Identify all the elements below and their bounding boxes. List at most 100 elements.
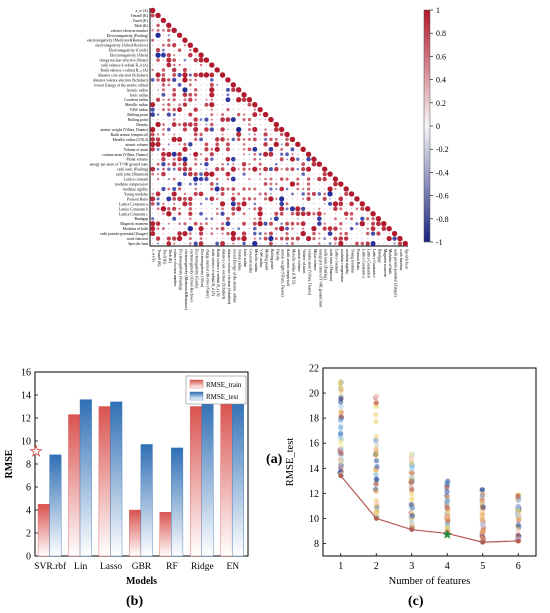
heatmap-cell [259,143,261,145]
heatmap-cell [317,221,322,226]
heatmap-cell [354,196,360,202]
heatmap-cell [178,89,181,91]
heatmap-cell [220,241,225,246]
heatmap-cell [189,242,192,245]
heatmap-cell [339,227,342,230]
heatmap-cell [306,192,311,196]
heatmap-cell [173,84,175,86]
heatmap-cell [167,143,170,146]
heatmap-cell [150,102,156,108]
heatmap-cell [238,94,240,96]
heatmap-cell [152,59,154,61]
heatmap-cell [215,212,219,216]
heatmap-cell [388,242,390,245]
heatmap-cell [193,191,198,196]
heatmap-cell [157,109,159,111]
heatmap-cell [248,173,251,175]
heatmap-cell [188,196,193,202]
heatmap-col-label: Tenan0 (K) [157,249,161,267]
heatmap-cell [211,242,213,245]
heatmap-cell [200,94,202,96]
heatmap-cell [248,163,251,166]
heatmap-cell [168,49,170,51]
heatmap-cell [157,213,159,215]
heatmap-cell [296,217,299,220]
heatmap-cell [184,118,186,121]
heatmap-cell [166,196,172,202]
heatmap-cell [162,167,165,171]
heatmap-cell [316,161,322,167]
heatmap-cell [313,183,315,185]
heatmap-cell [188,211,193,216]
heatmap-cell [200,84,202,86]
y-tick-label: 10 [21,437,31,448]
heatmap-cell [356,218,358,220]
heatmap-cell [195,148,197,150]
heatmap-cell [199,163,203,166]
heatmap-cell [182,172,187,177]
heatmap-cell [157,128,159,131]
heatmap-cell [386,235,392,242]
heatmap-cell [161,68,166,72]
heatmap-cell [275,203,277,205]
heatmap-col-label: atomic weight (Villars, Daams) [280,249,285,297]
heatmap-row-label: Electronegativity (Allen) [110,54,149,58]
heatmap-cell [184,84,186,86]
heatmap-cell [393,242,396,245]
heatmap-cell [203,171,210,177]
heatmap-cell [221,143,224,145]
heatmap-cell [345,223,347,225]
heatmap-row-label: Modulus of bulk [123,227,148,231]
heatmap-cell [329,213,331,215]
heatmap-cell [211,133,213,136]
heatmap-cell [264,203,267,205]
heatmap-cell [230,156,236,162]
heatmap-cell [361,228,363,230]
heatmap-cell [242,221,246,226]
heatmap-cell [313,203,315,205]
scatter-point [338,379,344,385]
x-tick-label: 6 [516,561,521,572]
x-tick-label: Lasso [100,562,122,572]
heatmap-cell [302,237,304,240]
heatmap-cell [281,138,283,140]
heatmap-cell [205,153,208,155]
scatter-point [515,532,521,538]
heatmap-cell [189,128,191,131]
heatmap-cell [178,178,181,180]
heatmap-cell [327,226,333,232]
heatmap-cell [238,183,240,185]
heatmap-cell [204,127,209,132]
scatter-point [338,463,344,470]
heatmap-cell [274,162,278,166]
heatmap-cell [210,113,214,117]
heatmap-cell [193,107,198,112]
heatmap-col-label: radii pseudo-potential (Zunger) [394,249,398,297]
heatmap-cell [225,142,230,147]
heatmap-cell [279,132,284,137]
heatmap-col-label: Tmelt (K) [162,249,166,265]
heatmap-cell [198,191,204,197]
scatter-point [338,435,344,441]
heatmap-cell [290,147,295,152]
heatmap-cell [161,157,166,162]
heatmap-cell [334,193,337,195]
scatter-point [409,513,416,519]
heatmap-cell [328,201,333,206]
heatmap-cell [302,218,304,220]
colorbar-tick-label: 0.4 [436,76,446,85]
heatmap-row-label: modulus rigidity [123,187,148,191]
heatmap-cell [290,242,294,246]
bar-RMSE_train [68,414,81,557]
heatmap-cell [275,187,278,191]
scatter-point [373,437,379,444]
heatmap-cell [313,223,315,225]
heatmap-cell [168,183,170,185]
heatmap-cell [270,163,272,165]
y-tick-label: 12 [21,414,31,425]
heatmap-cell [200,148,202,150]
heatmap-cell [259,242,261,245]
heatmap-cell [334,198,337,200]
scatter-point [373,394,379,400]
heatmap-cell [236,97,242,103]
